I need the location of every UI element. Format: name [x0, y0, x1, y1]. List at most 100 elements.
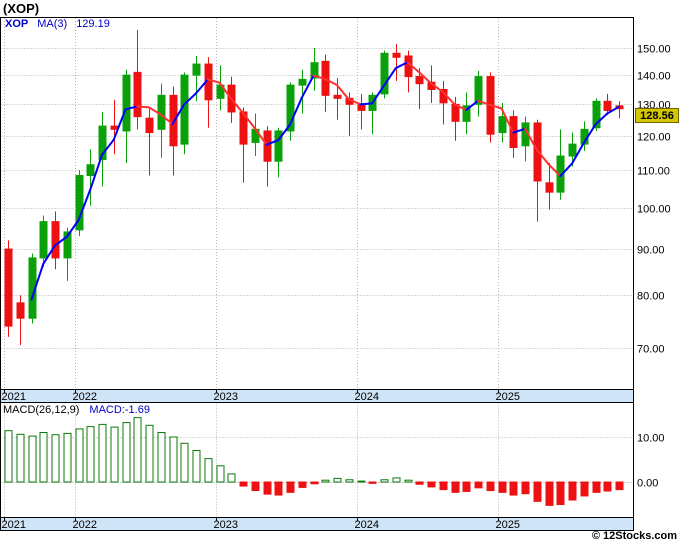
year-label: 2023 [214, 519, 238, 531]
candle-body [462, 105, 471, 122]
macd-bar [16, 433, 25, 483]
price-tick-label: 100.00 [637, 204, 671, 216]
macd-bar [192, 450, 201, 483]
candle-body [392, 52, 401, 58]
ma-line-segment [524, 127, 538, 151]
candle-body [474, 76, 483, 105]
macd-bar [603, 481, 612, 492]
candle-body [286, 84, 295, 132]
candle-body [192, 63, 201, 76]
macd-bar [145, 424, 154, 483]
ma-line-segment [230, 97, 244, 114]
ma-line-segment [136, 105, 150, 109]
candle-body [122, 74, 131, 132]
year-label: 2021 [2, 519, 26, 531]
ma-line-segment [206, 78, 221, 84]
last-price-badge: 128.56 [635, 108, 679, 123]
macd-bar [204, 458, 213, 483]
ma-line-segment [571, 142, 585, 165]
candle-body [4, 248, 13, 327]
price-legend: XOP MA(3) 129.19 [5, 18, 110, 30]
candle-body [545, 182, 554, 193]
candle-body [145, 117, 154, 134]
price-tick-label: 120.00 [637, 132, 671, 144]
ma-line-segment [89, 153, 103, 191]
macd-bar [392, 477, 401, 483]
macd-bar [86, 426, 95, 483]
macd-bar [63, 432, 72, 483]
macd-bar [286, 481, 295, 493]
candle-body [75, 174, 84, 231]
price-tick-label: 150.00 [637, 44, 671, 56]
macd-bar [98, 423, 107, 483]
macd-bar [227, 473, 236, 483]
year-label: 2021 [2, 391, 26, 403]
macd-bar [568, 481, 577, 501]
ma-line-segment [124, 105, 139, 111]
macd-bar [122, 422, 131, 483]
year-label: 2025 [496, 519, 520, 531]
candle-body [51, 221, 60, 259]
macd-bar [486, 481, 495, 492]
macd-bar [462, 481, 471, 492]
macd-bar [556, 481, 565, 505]
ma-line-segment [359, 102, 374, 106]
macd-bar [498, 481, 507, 493]
candle-body [16, 302, 25, 319]
ma-line-segment [441, 90, 456, 106]
ma-line-segment [371, 84, 385, 105]
macd-bar [521, 481, 530, 495]
candle-body [239, 111, 248, 145]
macd-value-label: MACD:-1.69 [89, 404, 150, 416]
ma-line-segment [265, 139, 280, 146]
macd-bar [345, 479, 354, 483]
ma-line-segment [394, 61, 409, 70]
macd-bar [439, 481, 448, 491]
ma-line-segment [253, 127, 268, 146]
price-tick-label: 90.00 [637, 245, 665, 257]
ma-line-segment [500, 107, 515, 134]
year-label: 2025 [496, 391, 520, 403]
candle-body [592, 100, 601, 129]
ma-line-segment [430, 82, 444, 93]
macd-bar [415, 481, 424, 485]
macd-bar [51, 434, 60, 483]
ma-line-segment [606, 105, 620, 115]
page-title: (XOP) [3, 1, 40, 16]
ma-line-segment [54, 235, 68, 247]
macd-bar [75, 428, 84, 483]
candle-body [415, 76, 424, 85]
ma-line-segment [453, 103, 468, 111]
macd-bar [333, 477, 342, 483]
ma-line-segment [559, 162, 573, 178]
candle-body [498, 116, 507, 134]
ma-line-segment [465, 99, 479, 111]
price-tick-label: 80.00 [637, 291, 665, 303]
ma-line-segment [289, 96, 303, 126]
macd-panel-frame [0, 402, 634, 518]
macd-bar [133, 417, 142, 483]
macd-bar [298, 481, 307, 488]
year-label: 2024 [355, 391, 379, 403]
ma-line-segment [418, 71, 432, 85]
candle-body [274, 130, 283, 162]
price-tick-label: 110.00 [637, 166, 670, 178]
macd-bar [216, 465, 225, 483]
ma-line-segment [42, 244, 56, 265]
macd-bar [592, 481, 601, 493]
macd-bar [451, 481, 460, 493]
macd-bar [274, 481, 283, 496]
macd-bar [4, 430, 13, 483]
ma-line-segment [383, 67, 397, 87]
price-tick-label: 140.00 [637, 71, 671, 83]
ma-line-segment [547, 163, 562, 178]
copyright-link[interactable]: © 12Stocks.com [591, 530, 677, 542]
candle-body [380, 52, 389, 95]
macd-bar [321, 479, 330, 483]
ma-line-segment [324, 77, 338, 87]
candle-body [310, 62, 319, 79]
ma-line-segment [159, 113, 174, 125]
ma-line-segment [582, 123, 597, 145]
candle-body [86, 164, 95, 176]
candle-body [63, 231, 72, 259]
